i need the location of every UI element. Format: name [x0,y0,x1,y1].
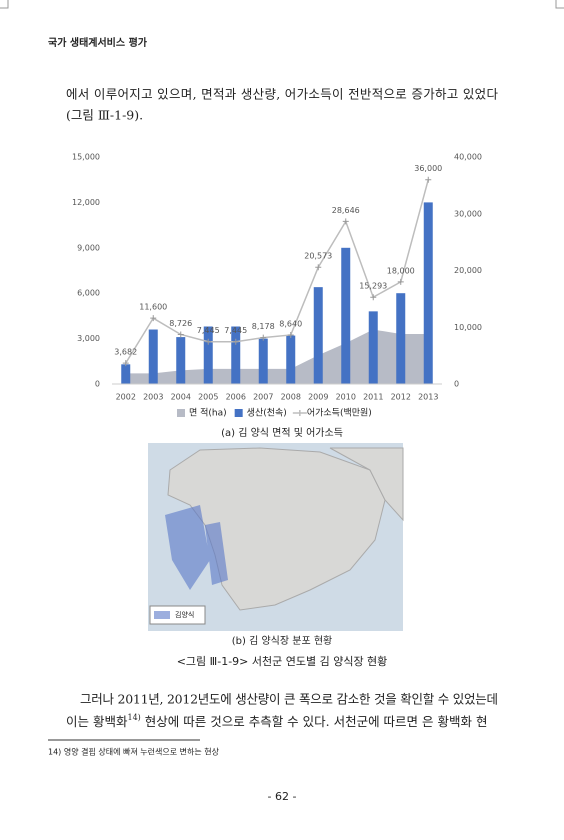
bar [423,202,433,384]
data-label: 7,445 [224,326,247,335]
chart: 0 3,000 6,000 9,000 12,000 15,000 0 10,000 20,00… [72,153,482,419]
marker [425,176,432,183]
bar [341,247,351,384]
y2-tick-label: 10,000 [454,323,482,332]
data-label: 28,646 [332,206,360,215]
bar [121,364,131,384]
paragraph-line: (그림 Ⅲ-1-9). [66,108,143,123]
x-tick-label: 2009 [308,393,328,402]
marker [370,294,377,301]
x-tick-label: 2008 [281,393,301,402]
data-label: 15,293 [359,282,387,291]
area [125,329,429,384]
data-label: 18,000 [387,266,415,275]
y2-tick-label: 30,000 [454,209,482,218]
legend-label: 생산(천속) [247,408,287,419]
page-number: - 62 - [268,790,297,803]
bar [148,329,158,384]
marker [260,334,267,341]
marker [177,331,184,338]
farm-area [165,505,228,590]
paragraph-line: 이는 황백화14) 현상에 따른 것으로 추측할 수 있다. 서천군에 따르면 … [66,713,487,729]
x-tick-label: 2003 [143,393,163,402]
line [125,179,429,364]
paragraph-line: 그러나 2011년, 2012년도에 생산량이 큰 폭으로 감소한 것을 확인할… [80,692,498,707]
y-tick-label: 0 [95,380,100,389]
y-tick-label: 12,000 [72,198,100,207]
marker [150,315,157,322]
x-tick-label: 2013 [418,393,438,402]
caption: (a) 김 양식 면적 및 어가소득 [221,427,343,439]
x-tick-label: 2012 [391,393,411,402]
legend-label: 어가소득(백만원) [307,408,372,419]
map-land [329,447,404,522]
marker [205,338,212,345]
y-tick-label: 15,000 [72,153,100,162]
bar [286,335,296,384]
map-legend-label: 김양식 [175,610,194,619]
y2-tick-label: 20,000 [454,266,482,275]
data-label: 8,726 [169,319,192,328]
legend-label: 면 적(ha) [189,407,227,419]
data-label: 8,640 [279,319,302,328]
marker [232,338,239,345]
map-legend-swatch [154,611,170,619]
data-label: 8,178 [252,322,275,331]
footnote: 14) 영양 결핍 상태에 빠져 누런색으로 변하는 현상 [48,747,220,757]
x-tick-label: 2006 [226,393,246,402]
y-tick-label: 9,000 [77,243,100,252]
bar [396,293,406,384]
legend-swatch [234,409,243,417]
legend-swatch [292,410,307,416]
data-label: 7,445 [197,326,220,335]
paragraph-line: 에서 이루어지고 있으며, 면적과 생산량, 어가소득이 전반적으로 증가하고 … [66,87,498,102]
x-tick-label: 2007 [253,393,273,402]
marker [287,331,294,338]
y-tick-label: 6,000 [77,289,100,298]
bar [176,337,186,384]
y2-tick-label: 0 [454,380,459,389]
bar [231,326,241,384]
figure-title: <그림 Ⅲ-1-9> 서천군 연도별 김 양식장 현황 [177,654,388,668]
x-tick-label: 2011 [363,393,383,402]
marker [342,218,349,225]
data-label: 11,600 [139,303,167,312]
legend-swatch [177,409,185,417]
text: 이는 황백화 [66,714,128,729]
x-tick-label: 2010 [336,393,356,402]
crop-mark [0,0,564,9]
x-tick-label: 2004 [171,393,191,402]
header-title: 국가 생태계서비스 평가 [48,36,148,49]
marker [122,360,129,367]
footnote-ref: 14) [127,713,140,722]
caption: (b) 김 양식장 분포 현황 [232,635,332,647]
map-legend [149,605,206,625]
marker [315,264,322,271]
data-label: 3,682 [114,348,137,357]
bar [258,338,268,384]
bar [203,326,213,384]
marker [397,278,404,285]
text: 현상에 따른 것으로 추측할 수 있다. 서천군에 따르면 은 황백화 현 [141,714,488,729]
bar [368,311,378,384]
data-label: 36,000 [414,164,442,173]
x-tick-label: 2002 [116,393,136,402]
y2-tick-label: 40,000 [454,153,482,162]
y-tick-label: 3,000 [77,334,100,343]
data-label: 20,573 [304,252,332,261]
map: 김양식 [148,443,404,631]
bar [313,287,323,384]
x-tick-label: 2005 [198,393,218,402]
